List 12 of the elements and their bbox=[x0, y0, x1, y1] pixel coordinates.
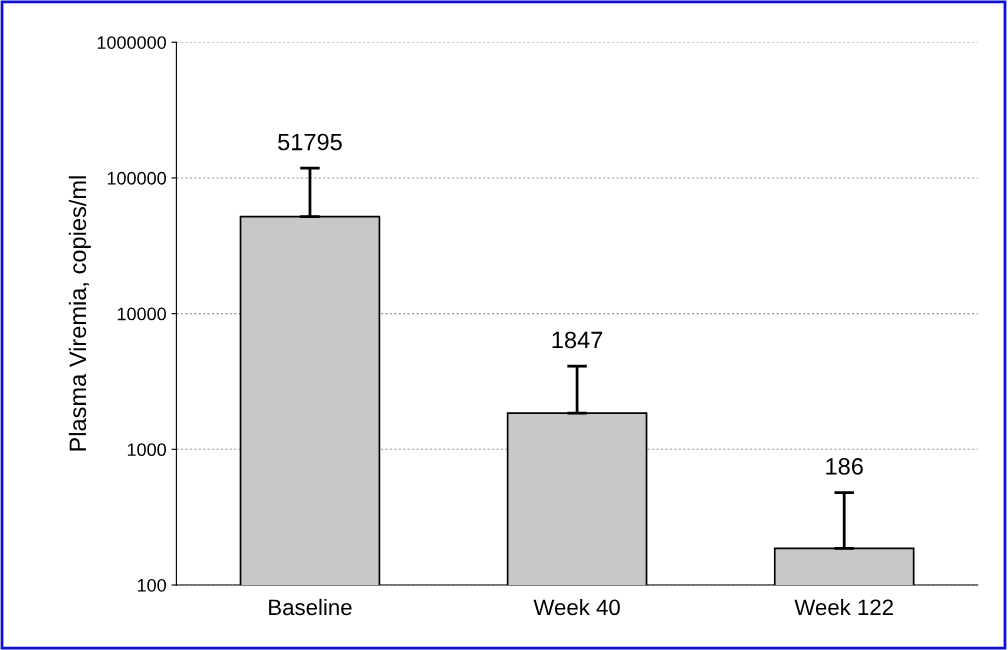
y-tick-label: 1000 bbox=[127, 443, 166, 457]
y-axis-title: Plasma Viremia, copies/ml bbox=[68, 176, 91, 451]
y-tick-label: 10000 bbox=[117, 307, 166, 321]
data-label: 1847 bbox=[552, 331, 603, 349]
x-tick-label: Baseline bbox=[269, 598, 352, 616]
data-label: 186 bbox=[826, 458, 863, 475]
x-tick-label: Week 122 bbox=[794, 598, 893, 616]
y-tick-label: 100000 bbox=[107, 171, 166, 185]
y-tick-label: 1000000 bbox=[97, 36, 166, 49]
y-tick-label: 100 bbox=[137, 578, 166, 592]
x-tick-label: Week 40 bbox=[533, 598, 620, 616]
data-label: 51795 bbox=[278, 133, 342, 151]
